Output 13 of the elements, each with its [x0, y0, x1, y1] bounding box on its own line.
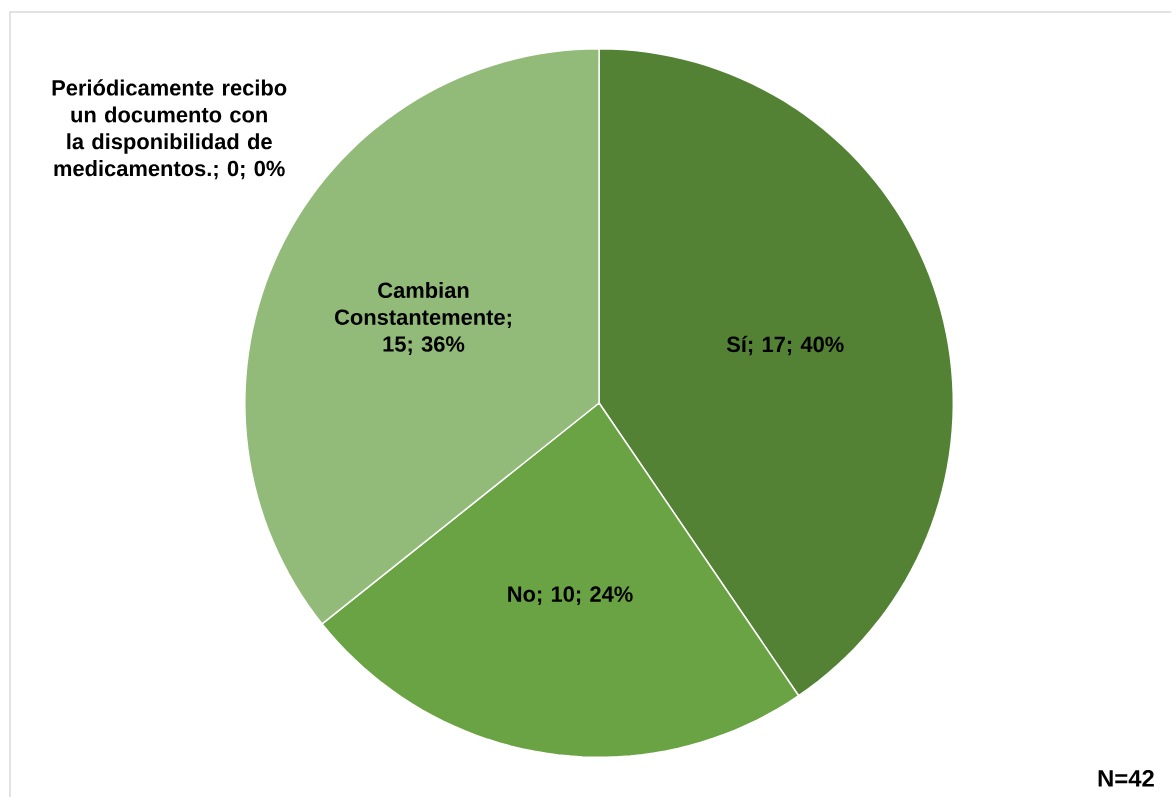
data-label: ; 17; 40%	[749, 336, 844, 356]
slice-label: Sí	[726, 335, 748, 353]
text: ;	[507, 313, 511, 329]
text: 15; 36%	[383, 336, 465, 356]
text: ; 0; 0%	[214, 160, 285, 180]
text: N=42	[1098, 770, 1154, 787]
slice-label: Cambian Constantemente	[335, 282, 505, 326]
category-label: medicamentos.	[54, 160, 211, 177]
data-label: ; 10; 24%	[538, 586, 633, 606]
category-label: un documento con	[71, 106, 267, 123]
slice-label: No	[508, 586, 536, 602]
category-label: Periódicamente recibo	[52, 79, 287, 96]
category-label: la disponibilidad de	[67, 133, 272, 154]
